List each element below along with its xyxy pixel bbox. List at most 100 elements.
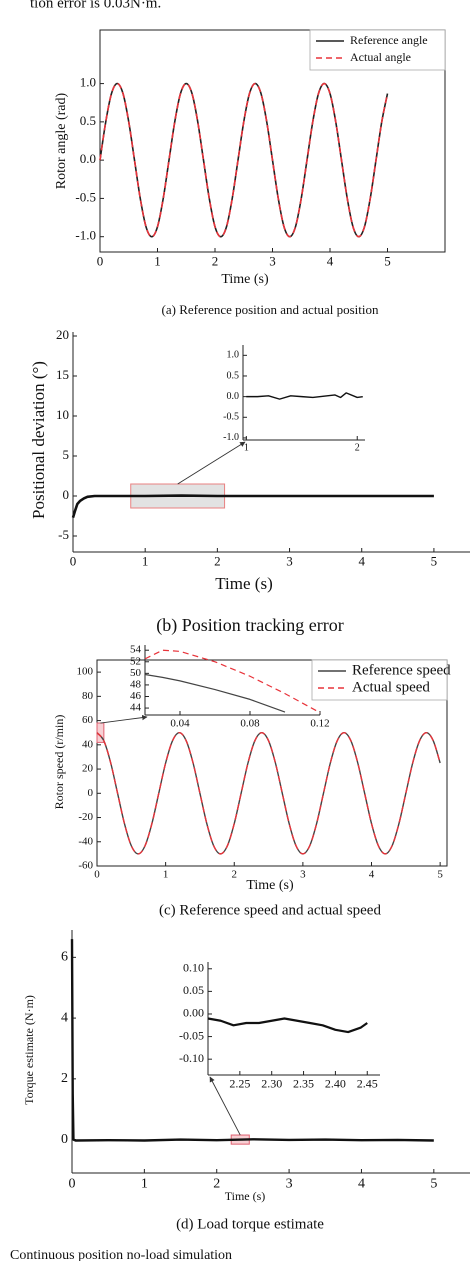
connector-arrow bbox=[100, 714, 148, 724]
x-tick-label: 0.12 bbox=[310, 717, 329, 729]
y-axis-label: Rotor angle (rad) bbox=[54, 92, 69, 189]
y-tick-label: -5 bbox=[58, 527, 69, 542]
x-tick-label: 5 bbox=[384, 253, 391, 268]
y-tick-label: -40 bbox=[78, 835, 93, 847]
x-tick-label: 2.30 bbox=[261, 1076, 282, 1090]
y-tick-label: 4 bbox=[61, 1010, 68, 1025]
x-tick-label: 0.08 bbox=[240, 717, 260, 729]
series-line bbox=[144, 673, 286, 713]
y-tick-label: 0 bbox=[88, 787, 94, 799]
y-tick-label: 48 bbox=[130, 678, 142, 690]
y-axis-label: Rotor speed (r/min) bbox=[52, 715, 66, 810]
x-tick-label: 3 bbox=[269, 253, 276, 268]
y-tick-label: 40 bbox=[82, 738, 94, 750]
y-tick-label: -60 bbox=[78, 860, 93, 872]
y-tick-label: 2 bbox=[61, 1071, 68, 1086]
x-tick-label: 2.25 bbox=[229, 1076, 250, 1090]
y-tick-label: 0.05 bbox=[183, 983, 204, 997]
y-tick-label: -0.05 bbox=[179, 1028, 204, 1042]
series-line bbox=[246, 392, 363, 400]
x-tick-label: 2.35 bbox=[293, 1076, 314, 1090]
y-tick-label: 0.5 bbox=[227, 370, 240, 381]
y-tick-label: 0.10 bbox=[183, 961, 204, 975]
legend-label: Actual speed bbox=[352, 679, 430, 695]
x-axis-label: Time (s) bbox=[215, 574, 272, 593]
x-tick-label: 0 bbox=[97, 253, 104, 268]
series-line bbox=[207, 1017, 368, 1034]
y-tick-label: 80 bbox=[82, 690, 94, 702]
x-tick-label: 2 bbox=[232, 868, 238, 880]
x-tick-label: 0 bbox=[70, 553, 77, 568]
y-tick-label: 1.0 bbox=[80, 75, 96, 90]
legend-label: Reference angle bbox=[350, 33, 428, 47]
y-tick-label: -1.0 bbox=[75, 228, 96, 243]
x-tick-label: 2 bbox=[214, 553, 221, 568]
y-tick-label: 54 bbox=[130, 644, 142, 656]
connector-arrow bbox=[177, 441, 246, 485]
caption: (b) Position tracking error bbox=[156, 615, 343, 636]
x-tick-label: 3 bbox=[300, 868, 306, 880]
y-tick-label: 100 bbox=[77, 666, 94, 678]
y-tick-label: 10 bbox=[56, 407, 69, 422]
series-line bbox=[70, 939, 434, 1142]
x-tick-label: 0 bbox=[69, 1176, 76, 1191]
y-tick-label: 0 bbox=[63, 487, 70, 502]
y-tick-label: 0.0 bbox=[80, 151, 96, 166]
x-tick-label: 3 bbox=[286, 553, 293, 568]
x-tick-label: 0 bbox=[94, 868, 100, 880]
y-tick-label: 15 bbox=[56, 367, 69, 382]
x-tick-label: 1 bbox=[141, 1176, 148, 1191]
y-tick-label: 6 bbox=[61, 950, 68, 965]
inset-background bbox=[208, 962, 380, 1075]
footer-text: Continuous position no-load simulation bbox=[10, 1248, 232, 1261]
connector-arrow bbox=[209, 1076, 241, 1136]
x-tick-label: 5 bbox=[437, 868, 443, 880]
series-line bbox=[99, 82, 389, 238]
x-tick-label: 2 bbox=[212, 253, 219, 268]
x-tick-label: 2 bbox=[213, 1176, 220, 1191]
x-axis-label: Time (s) bbox=[225, 1189, 266, 1203]
x-tick-label: 4 bbox=[369, 868, 375, 880]
series-line bbox=[96, 732, 441, 855]
inset-chart: 2.25 2.30 2.35 2.40 2.45 -0.10 -0.05 0.00 0.05 0.… bbox=[179, 961, 380, 1090]
x-tick-label: 5 bbox=[431, 553, 438, 568]
y-tick-label: 60 bbox=[82, 714, 94, 726]
x-tick-label: 5 bbox=[430, 1176, 437, 1191]
x-axis-label: Time (s) bbox=[246, 878, 294, 893]
x-tick-label: 2.40 bbox=[325, 1076, 346, 1090]
x-tick-label: 4 bbox=[358, 1176, 365, 1191]
y-tick-label: -0.5 bbox=[223, 412, 239, 423]
x-tick-label: 1 bbox=[244, 442, 249, 453]
y-tick-label: 46 bbox=[130, 690, 142, 702]
series-line bbox=[71, 494, 434, 518]
chart: 0 1 2 3 4 5 -1.0 -0.5 0.0 0.5 1.0 Reference angle Ac… bbox=[54, 29, 446, 317]
y-tick-label: -0.5 bbox=[75, 189, 96, 204]
caption: (d) Load torque estimate bbox=[176, 1216, 324, 1232]
legend-label: Actual angle bbox=[350, 50, 411, 64]
y-tick-label: 0.0 bbox=[227, 391, 240, 402]
inset-background bbox=[145, 645, 320, 715]
x-tick-label: 1 bbox=[154, 253, 161, 268]
y-tick-label: 20 bbox=[56, 327, 69, 342]
inset-chart: 0 1 2 3 4 5 -60 -40 -20 0 20 40 60 80 100 Reference spe… bbox=[52, 659, 451, 918]
inset-chart: 1 2 -1.0 -0.5 0.0 0.5 1.0 bbox=[223, 345, 365, 453]
y-tick-label: 0.00 bbox=[183, 1006, 204, 1020]
y-tick-label: 0.5 bbox=[80, 113, 96, 128]
x-tick-label: 4 bbox=[327, 253, 334, 268]
legend-label: Reference speed bbox=[352, 662, 451, 678]
series-line bbox=[144, 649, 321, 714]
y-tick-label: 1.0 bbox=[227, 350, 240, 361]
x-tick-label: 1 bbox=[163, 868, 169, 880]
y-tick-label: 20 bbox=[82, 763, 94, 775]
plot-frame bbox=[96, 659, 448, 867]
caption: (a) Reference position and actual positi… bbox=[162, 302, 379, 317]
y-tick-label: 44 bbox=[130, 702, 142, 714]
y-tick-label: -0.10 bbox=[179, 1051, 204, 1065]
y-axis-label: Positional deviation (°) bbox=[29, 361, 48, 519]
y-tick-label: 52 bbox=[130, 655, 141, 667]
x-axis-label: Time (s) bbox=[221, 272, 269, 287]
y-axis-label: Torque estimate (N·m) bbox=[22, 995, 36, 1105]
